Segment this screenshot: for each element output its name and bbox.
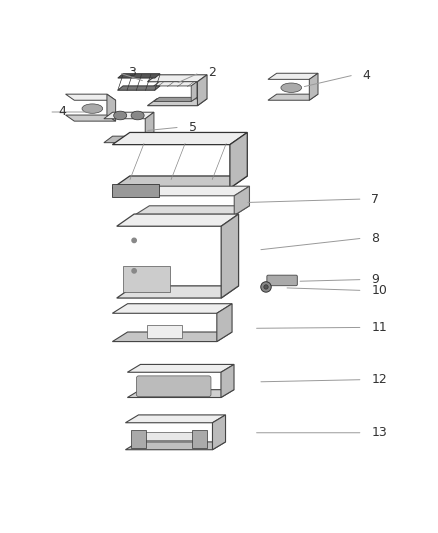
FancyBboxPatch shape bbox=[267, 275, 297, 286]
Text: 4: 4 bbox=[58, 106, 66, 118]
FancyBboxPatch shape bbox=[137, 376, 211, 397]
Polygon shape bbox=[127, 365, 234, 372]
Text: 10: 10 bbox=[371, 284, 387, 297]
Text: 2: 2 bbox=[208, 66, 216, 79]
Polygon shape bbox=[148, 99, 207, 106]
Ellipse shape bbox=[82, 104, 102, 114]
Polygon shape bbox=[148, 75, 207, 82]
Circle shape bbox=[132, 269, 136, 273]
Bar bbox=[113, 184, 159, 197]
Ellipse shape bbox=[281, 83, 302, 92]
Polygon shape bbox=[118, 74, 160, 78]
Polygon shape bbox=[118, 86, 160, 90]
Polygon shape bbox=[113, 133, 247, 144]
Bar bbox=[136, 432, 197, 440]
Polygon shape bbox=[217, 304, 232, 342]
Polygon shape bbox=[113, 176, 247, 188]
Circle shape bbox=[264, 285, 268, 289]
Text: 5: 5 bbox=[188, 121, 197, 134]
Polygon shape bbox=[154, 82, 197, 86]
Polygon shape bbox=[154, 98, 197, 101]
Polygon shape bbox=[125, 442, 226, 450]
Polygon shape bbox=[230, 133, 247, 188]
Polygon shape bbox=[104, 136, 154, 143]
Polygon shape bbox=[107, 94, 116, 121]
Polygon shape bbox=[113, 304, 232, 313]
Text: 9: 9 bbox=[371, 273, 379, 286]
Polygon shape bbox=[117, 214, 239, 226]
Text: 8: 8 bbox=[371, 232, 379, 245]
Polygon shape bbox=[191, 82, 197, 101]
Text: 13: 13 bbox=[371, 426, 387, 439]
Bar bbox=[147, 325, 182, 338]
Polygon shape bbox=[134, 186, 250, 196]
Polygon shape bbox=[117, 286, 239, 298]
Circle shape bbox=[132, 238, 136, 243]
Polygon shape bbox=[125, 415, 226, 423]
Bar bbox=[191, 430, 207, 448]
Polygon shape bbox=[212, 415, 226, 450]
Bar bbox=[123, 266, 170, 292]
Text: 3: 3 bbox=[127, 66, 135, 79]
Polygon shape bbox=[104, 112, 154, 119]
Polygon shape bbox=[221, 214, 239, 298]
Polygon shape bbox=[66, 115, 116, 121]
Ellipse shape bbox=[114, 111, 127, 120]
Polygon shape bbox=[268, 73, 318, 79]
Polygon shape bbox=[66, 94, 116, 100]
Circle shape bbox=[261, 282, 271, 292]
Polygon shape bbox=[309, 73, 318, 100]
Ellipse shape bbox=[131, 111, 144, 120]
Polygon shape bbox=[221, 365, 234, 398]
Polygon shape bbox=[113, 332, 232, 342]
Text: 4: 4 bbox=[363, 69, 371, 82]
Polygon shape bbox=[145, 112, 154, 143]
Polygon shape bbox=[198, 75, 207, 106]
Bar bbox=[131, 430, 146, 448]
Polygon shape bbox=[127, 390, 234, 398]
Polygon shape bbox=[268, 94, 318, 100]
Polygon shape bbox=[134, 206, 250, 215]
Text: 7: 7 bbox=[371, 192, 379, 206]
Polygon shape bbox=[234, 186, 250, 215]
Text: 12: 12 bbox=[371, 373, 387, 386]
Text: 11: 11 bbox=[371, 321, 387, 334]
